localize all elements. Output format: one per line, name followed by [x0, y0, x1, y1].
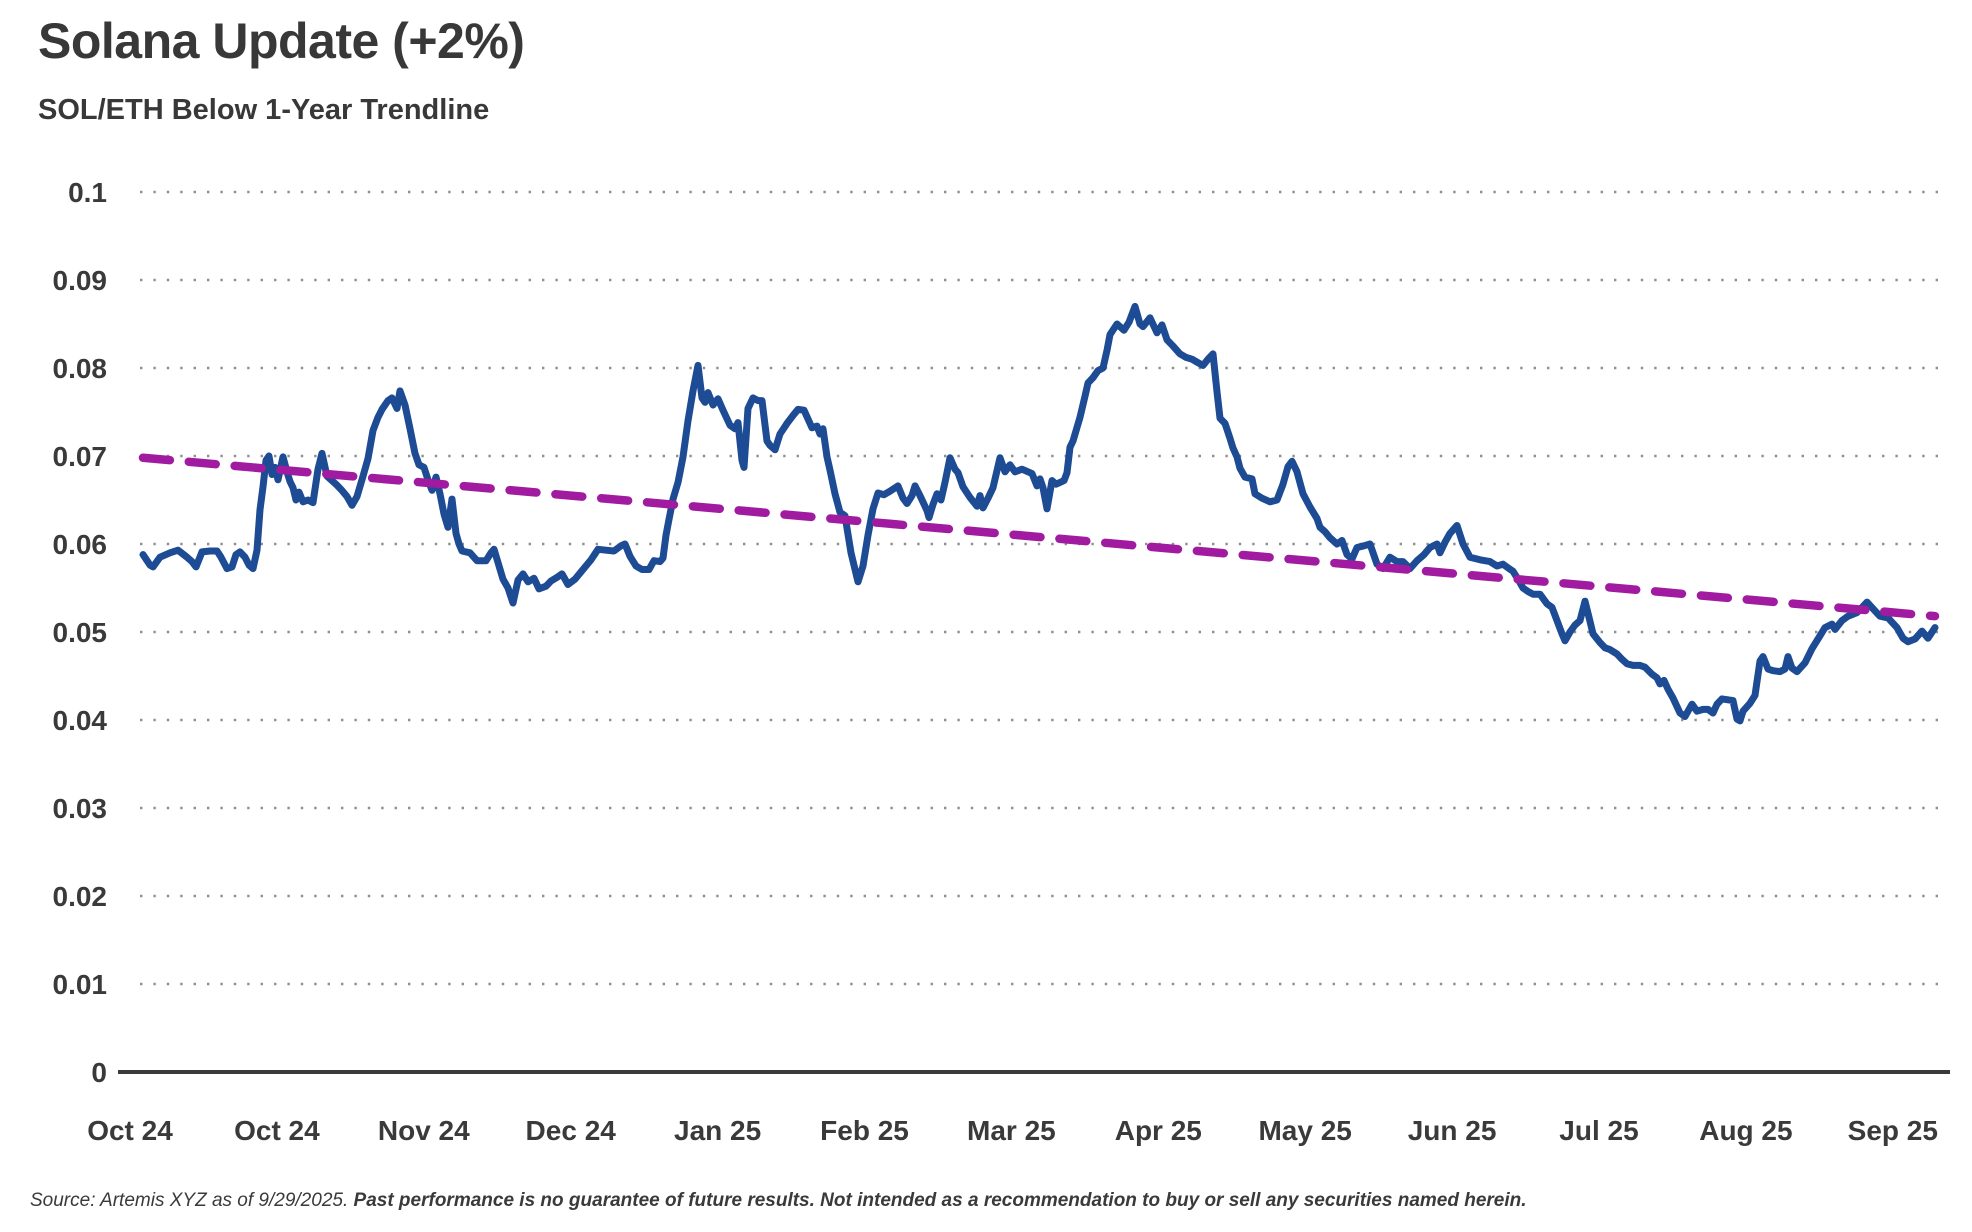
x-axis-tick-label: Dec 24 [526, 1115, 617, 1146]
x-axis-tick-label: Aug 25 [1699, 1115, 1792, 1146]
source-note: Source: Artemis XYZ as of 9/29/2025. Pas… [30, 1190, 1527, 1212]
source-prefix: Source: Artemis XYZ as of 9/29/2025. [30, 1190, 354, 1211]
y-axis-tick-label: 0 [91, 1057, 107, 1088]
source-disclaimer: Past performance is no guarantee of futu… [353, 1190, 1527, 1211]
x-axis-tick-label: Oct 24 [234, 1115, 320, 1146]
x-axis-tick-label: Feb 25 [820, 1115, 909, 1146]
x-axis-tick-label: Apr 25 [1115, 1115, 1202, 1146]
y-axis-tick-label: 0.09 [53, 265, 108, 296]
x-axis-tick-label: Nov 24 [378, 1115, 470, 1146]
y-axis-tick-label: 0.05 [53, 617, 108, 648]
y-axis-tick-label: 0.1 [68, 177, 107, 208]
x-axis-tick-label: Mar 25 [967, 1115, 1056, 1146]
y-axis-tick-label: 0.07 [53, 441, 108, 472]
chart-subtitle: SOL/ETH Below 1-Year Trendline [38, 94, 490, 126]
x-axis-tick-label: Oct 24 [87, 1115, 173, 1146]
x-axis-tick-label: May 25 [1258, 1115, 1351, 1146]
x-axis-tick-label: Sep 25 [1848, 1115, 1938, 1146]
y-axis-tick-label: 0.03 [53, 793, 108, 824]
trendline-dashed [138, 453, 1940, 621]
y-axis-tick-label: 0.08 [53, 353, 108, 384]
x-axis-tick-label: Jun 25 [1408, 1115, 1497, 1146]
y-axis-tick-label: 0.01 [53, 969, 108, 1000]
y-axis-tick-label: 0.04 [53, 705, 108, 736]
y-axis-tick-label: 0.02 [53, 881, 108, 912]
chart-title: Solana Update (+2%) [38, 13, 525, 69]
x-axis-tick-label: Jan 25 [674, 1115, 761, 1146]
sol-eth-line [139, 302, 1939, 725]
y-axis-tick-label: 0.06 [53, 529, 108, 560]
x-axis-tick-label: Jul 25 [1559, 1115, 1638, 1146]
